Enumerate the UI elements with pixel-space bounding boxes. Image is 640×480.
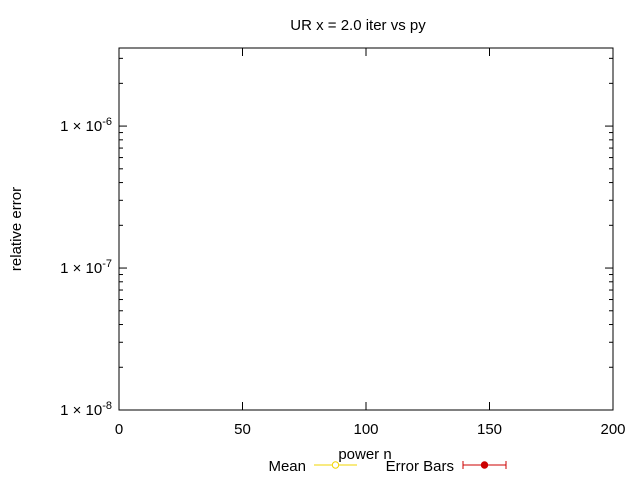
x-tick-label: 150 [477, 421, 502, 438]
y-tick-label-base: 1 × 10 [60, 402, 102, 419]
x-tick-label: 0 [115, 421, 123, 438]
y-tick-label-exponent: -7 [102, 258, 112, 270]
y-tick-label: 1 × 10-8 [60, 400, 112, 419]
y-tick-label-base: 1 × 10 [60, 118, 102, 135]
y-tick-label: 1 × 10-7 [60, 258, 112, 277]
y-tick-label-exponent: -8 [102, 400, 112, 412]
x-tick-label: 200 [600, 421, 625, 438]
legend-label-mean: Mean [268, 458, 306, 475]
y-axis: 1 × 10-61 × 10-71 × 10-8 [60, 57, 613, 419]
legend: Mean Error Bars [268, 458, 507, 475]
x-axis-label: power n [338, 446, 391, 463]
y-axis-label: relative error [8, 187, 25, 271]
y-tick-label-base: 1 × 10 [60, 260, 102, 277]
y-tick-label: 1 × 10-6 [60, 116, 112, 135]
legend-label-error-bars: Error Bars [386, 458, 454, 475]
legend-swatch-error-bars [462, 461, 507, 469]
x-tick-label: 100 [353, 421, 378, 438]
chart-title: UR x = 2.0 iter vs py [290, 17, 426, 34]
y-tick-label-exponent: -6 [102, 116, 112, 128]
x-axis: 0 50 100 150 200 [115, 48, 626, 438]
x-tick-label: 50 [234, 421, 251, 438]
legend-swatch-mean [314, 461, 357, 469]
plot-area [118, 47, 614, 411]
